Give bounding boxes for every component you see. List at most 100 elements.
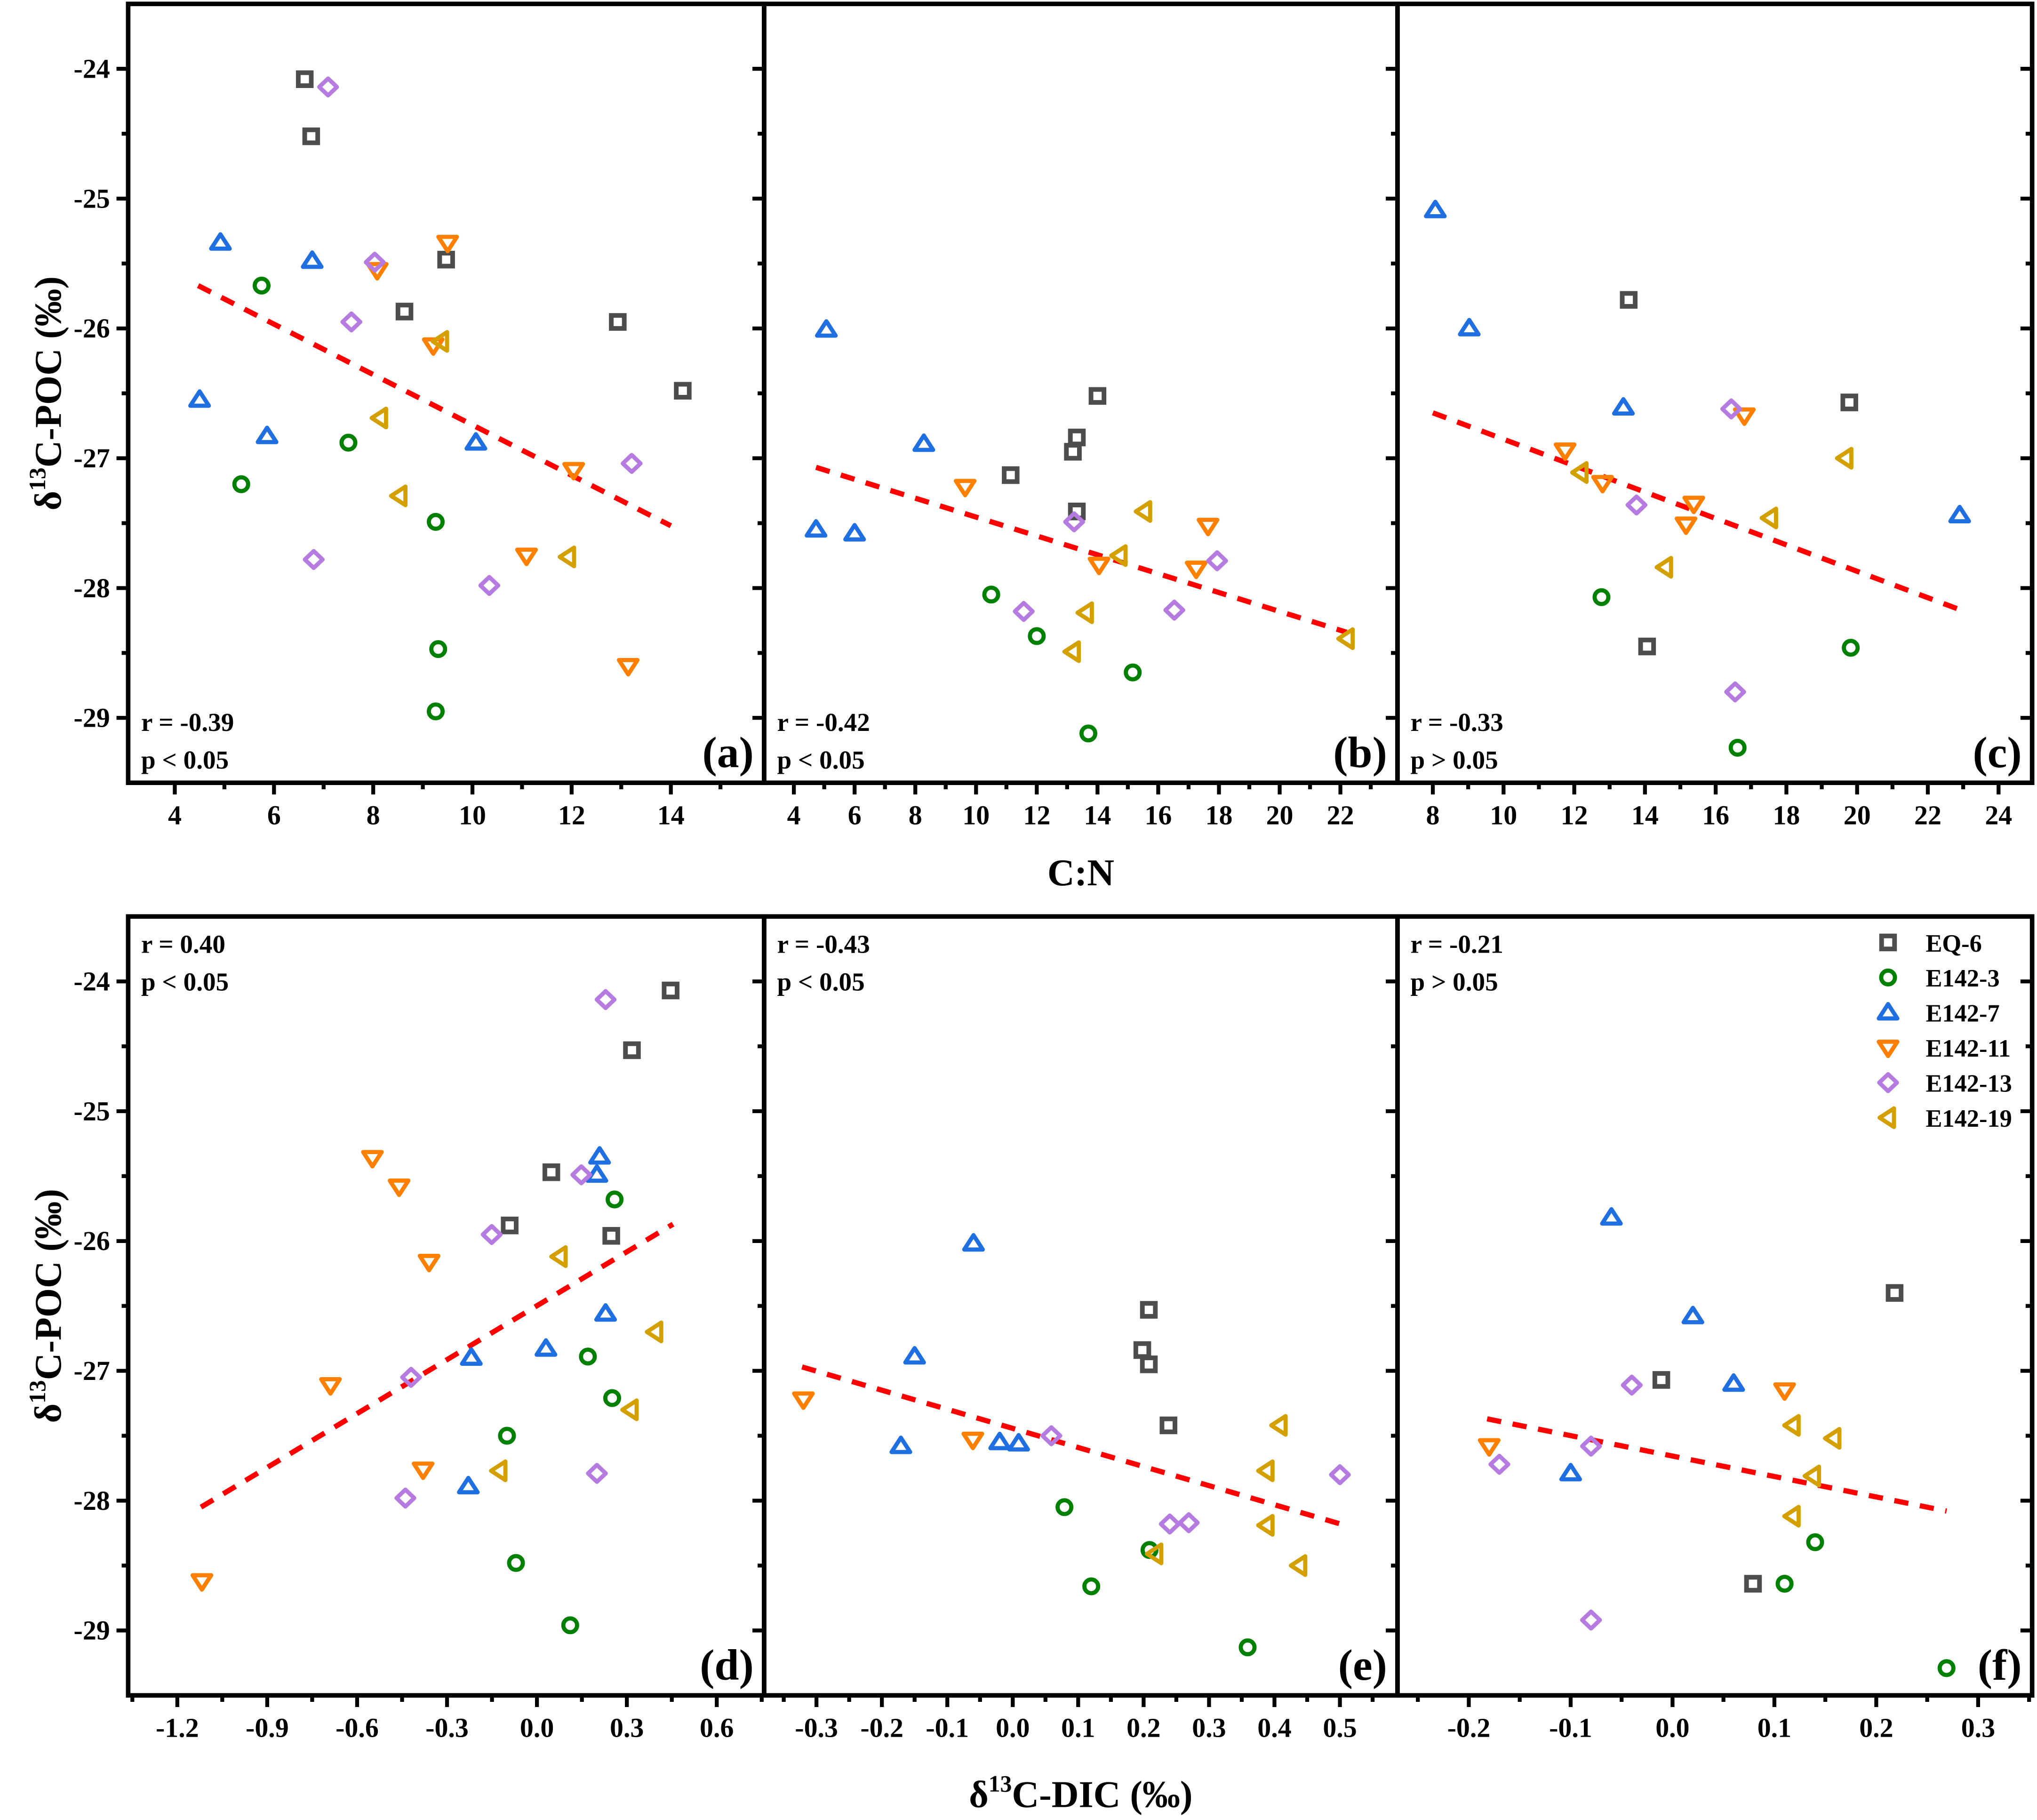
- y-tick-label: -24: [74, 53, 110, 84]
- data-point: [962, 1233, 985, 1252]
- data-point: [609, 313, 627, 331]
- series-E142-13: [1625, 398, 1746, 703]
- data-point: [395, 303, 414, 321]
- p-value: p < 0.05: [141, 968, 229, 996]
- y-tick-label: -28: [74, 1485, 110, 1516]
- data-point: [436, 234, 459, 254]
- data-point: [586, 1463, 608, 1484]
- data-point: [815, 319, 838, 338]
- top-y-axis-label: δ13C-POC (‰): [24, 276, 69, 511]
- data-point: [1159, 1416, 1177, 1435]
- legend-label: E142-13: [1925, 1070, 2012, 1098]
- y-tick-label: -25: [74, 1096, 110, 1126]
- data-point: [585, 1164, 608, 1183]
- series-EQ-6: [1620, 291, 1858, 656]
- series-E142-19: [1062, 500, 1355, 663]
- data-point: [1088, 387, 1107, 405]
- panel-a: 4 6 8 10 12 14 -24 -25 -26 -27 -28 -29 r = -0.39 p < …: [74, 1, 767, 830]
- x-tick-label: 0.3: [1192, 1712, 1226, 1743]
- x-tick-label: 14: [1631, 800, 1659, 830]
- r-value: r = -0.42: [777, 708, 870, 737]
- data-point: [209, 232, 232, 251]
- x-tick-label: 0.1: [1757, 1712, 1791, 1743]
- panel-e: -0.3 -0.2 -0.1 0.0 0.1 0.2 0.3 0.4 0.5 r = -0.43 p…: [752, 914, 1400, 1743]
- legend-item-E142-3: E142-3: [1879, 965, 2000, 992]
- data-point: [1682, 496, 1705, 514]
- data-point: [498, 1427, 516, 1445]
- data-point: [1782, 1505, 1801, 1528]
- data-point: [1087, 556, 1110, 576]
- panel-label: (c): [1973, 728, 2022, 777]
- data-point: [301, 250, 324, 269]
- data-point: [535, 1338, 558, 1357]
- x-tick-label: 0.2: [1859, 1712, 1893, 1743]
- x-tick-label: 4: [787, 800, 801, 830]
- x-tick-label: 12: [558, 800, 585, 830]
- legend-item-E142-13: E142-13: [1877, 1070, 2012, 1098]
- data-point: [843, 523, 866, 542]
- series-E142-11: [1478, 1382, 1796, 1457]
- data-point: [1256, 1514, 1275, 1537]
- data-point: [1145, 1542, 1164, 1565]
- data-point: [256, 425, 279, 444]
- data-point: [1638, 637, 1656, 656]
- data-point: [1140, 1301, 1158, 1319]
- plot-frame: [1395, 1, 2035, 786]
- panel-label: (f): [1978, 1641, 2022, 1690]
- legend-triangle-left-icon: [1877, 1106, 1896, 1129]
- p-value: p < 0.05: [777, 968, 864, 996]
- data-point: [1840, 393, 1858, 411]
- series-E142-3: [1055, 1498, 1257, 1657]
- x-tick-label: 6: [848, 800, 862, 830]
- x-tick-label: -0.9: [246, 1712, 289, 1743]
- data-point: [319, 1377, 342, 1396]
- r-value: r = -0.33: [1410, 708, 1503, 737]
- panel-f: -0.2 -0.1 0.0 0.1 0.2 0.3 r = -0.21 p > 0.05 (f): [1386, 914, 2035, 1743]
- series-E142-11: [190, 1150, 440, 1592]
- data-point: [460, 1347, 483, 1366]
- data-point: [252, 276, 271, 295]
- series-E142-7: [805, 319, 935, 542]
- legend-circle-icon: [1879, 968, 1897, 986]
- data-point: [1724, 681, 1746, 703]
- series-E142-19: [1145, 1414, 1308, 1577]
- series-E142-11: [792, 1391, 984, 1451]
- data-point: [912, 433, 935, 452]
- data-point: [1591, 475, 1614, 494]
- data-point: [623, 1041, 641, 1059]
- data-point: [570, 1164, 592, 1186]
- plot-frame: [126, 1, 767, 786]
- data-point: [1488, 1453, 1510, 1475]
- data-point: [1158, 1513, 1181, 1535]
- data-point: [1336, 627, 1355, 650]
- x-tick-label: 10: [459, 800, 486, 830]
- r-value: r = -0.21: [1410, 930, 1503, 959]
- series-E142-19: [1570, 447, 1853, 579]
- panel-label: (b): [1333, 728, 1387, 777]
- x-tick-label: 24: [1985, 800, 2012, 830]
- series-E142-19: [369, 330, 576, 569]
- data-point: [1759, 506, 1778, 529]
- series-E142-7: [1424, 200, 1971, 523]
- x-tick-label: -0.2: [1447, 1712, 1491, 1743]
- data-point: [889, 1435, 912, 1454]
- data-point: [1007, 1433, 1030, 1452]
- legend-label: E142-7: [1925, 1000, 1999, 1027]
- x-tick-label: 4: [168, 800, 182, 830]
- data-point: [1823, 1427, 1842, 1450]
- data-point: [1744, 1575, 1762, 1593]
- data-point: [1184, 561, 1208, 579]
- panel-label: (e): [1338, 1641, 1387, 1690]
- x-tick-label: -0.6: [336, 1712, 379, 1743]
- y-tick-label: -25: [74, 183, 110, 214]
- data-point: [903, 1346, 926, 1365]
- data-point: [1140, 1355, 1158, 1373]
- series-E142-3: [232, 276, 447, 721]
- legend-item-E142-7: E142-7: [1877, 1000, 2000, 1027]
- x-tick-label: 16: [1144, 800, 1172, 830]
- x-tick-label: 10: [1490, 800, 1517, 830]
- y-tick-label: -26: [74, 313, 110, 344]
- data-point: [364, 251, 386, 273]
- data-point: [579, 1347, 597, 1366]
